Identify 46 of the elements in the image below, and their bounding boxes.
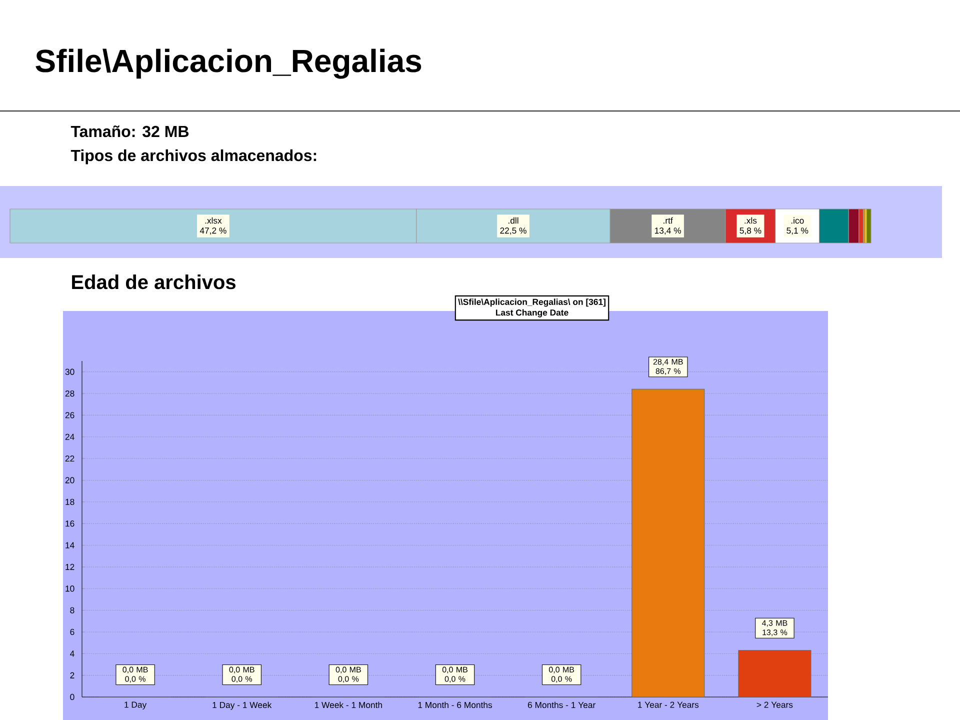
data-label: 0,0 MB 0,0 % [122,666,148,683]
x-tick-label: 1 Day [124,702,147,710]
text: Tamaño: 32 MB [70,125,189,138]
data-label: 0,0 MB 0,0 % [336,666,361,683]
y-tick-label: 22 [65,456,74,462]
data-label: 4,3 MB 13,3 % [762,620,788,636]
y-tick-label: 30 [65,368,74,375]
y-tick-label: 4 [70,650,74,657]
series-label: .dll [508,217,518,224]
data-label: 13,4 % [654,228,681,235]
text: \\Sfile\Aplicacion_Regalias\ on [361] [458,298,606,307]
y-tick-label: 20 [65,477,74,484]
data-label: 47,2 % [200,228,226,235]
series-label: .xlsx [205,217,222,224]
y-tick-label: 10 [66,586,74,592]
text: Tipos de archivos almacenados: [70,149,316,164]
x-tick-label: 1 Day - 1 Week [212,702,272,710]
data-label: 28,4 MB 86,7 % [653,358,683,375]
y-tick-label: 12 [66,564,74,570]
y-tick-label: 14 [66,542,74,548]
x-tick-label: > 2 Years [756,702,793,708]
data-label: 5,8 % [740,228,762,235]
series-label: .ico [791,217,804,224]
y-tick-label: 6 [70,628,74,636]
data-label: 5,1 % [786,228,808,235]
data-label: 0,0 MB 0,0 % [442,666,468,683]
y-tick-label: 18 [66,498,74,505]
chart-title: Edad de archivos [72,274,236,290]
y-tick-label: 0 [70,694,74,700]
x-tick-label: 1 Year - 2 Years [638,702,699,708]
y-tick-label: 24 [65,434,74,440]
series-label: .xls [744,217,757,224]
y-tick-label: 2 [70,672,74,678]
y-tick-label: 28 [65,390,74,397]
x-tick-label: 6 Months - 1 Year [528,702,596,708]
data-label: 22,5 % [500,228,526,235]
y-tick-label: 8 [70,607,74,614]
y-tick-label: 26 [65,412,74,418]
series-label: .rtf [664,217,673,224]
data-label: 0,0 MB 0,0 % [229,666,254,683]
y-tick-label: 16 [66,520,74,527]
chart-title: Sfile\Aplicacion_Regalias [36,48,422,79]
x-tick-label: 1 Month - 6 Months [418,702,492,708]
data-label: 0,0 MB 0,0 % [548,666,574,683]
x-tick-label: 1 Week - 1 Month [314,702,382,708]
text: Last Change Date [496,309,568,318]
